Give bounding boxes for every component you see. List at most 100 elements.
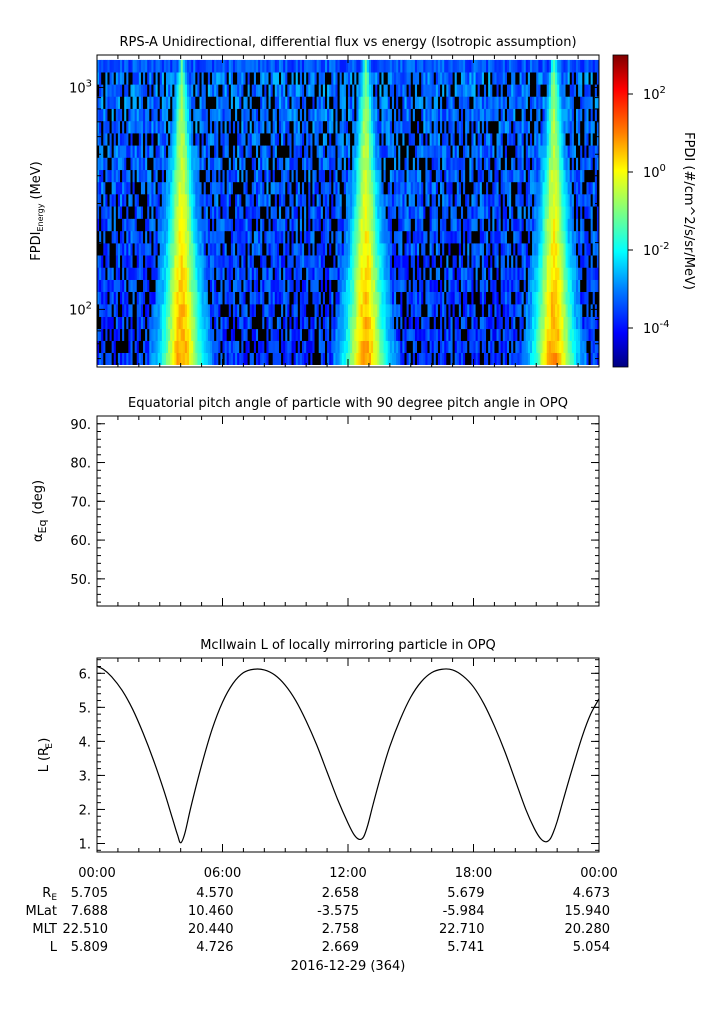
- heatmap-cell: [442, 169, 445, 183]
- heatmap-cell: [473, 218, 476, 232]
- heatmap-cell: [268, 193, 272, 207]
- heatmap-cell: [272, 291, 276, 305]
- heatmap-cell: [469, 218, 472, 232]
- heatmap-cell: [500, 193, 504, 207]
- heatmap-cell: [324, 303, 328, 317]
- heatmap-cell: [509, 218, 512, 232]
- heatmap-cell: [222, 133, 225, 146]
- heatmap-cell: [310, 255, 313, 268]
- heatmap-cell: [573, 340, 577, 353]
- heatmap-cell: [126, 133, 129, 146]
- heatmap-cell: [149, 181, 152, 195]
- heatmap-cell: [134, 157, 138, 171]
- heatmap-cell: [366, 291, 370, 305]
- heatmap-cell: [431, 303, 435, 317]
- heatmap-cell: [235, 133, 238, 146]
- heatmap-cell: [502, 255, 506, 268]
- heatmap-cell: [552, 303, 556, 317]
- heatmap-cell: [168, 316, 171, 330]
- heatmap-cell: [536, 255, 539, 268]
- heatmap-cell: [103, 218, 106, 232]
- heatmap-cell: [138, 206, 142, 219]
- heatmap-cell: [555, 352, 558, 365]
- heatmap-cell: [122, 108, 125, 122]
- heatmap-cell: [421, 279, 424, 292]
- heatmap-cell: [435, 108, 439, 122]
- heatmap-cell: [245, 230, 248, 244]
- heatmap-cell: [293, 169, 297, 183]
- heatmap-cell: [270, 181, 274, 195]
- heatmap-cell: [337, 193, 341, 207]
- heatmap-cell: [569, 157, 573, 171]
- heatmap-cell: [496, 133, 499, 146]
- heatmap-cell: [241, 120, 244, 134]
- heatmap-cell: [331, 133, 334, 146]
- heatmap-cell: [580, 218, 583, 232]
- heatmap-cell: [354, 169, 357, 183]
- heatmap-cell: [132, 279, 136, 292]
- heatmap-cell: [318, 218, 322, 232]
- heatmap-cell: [592, 193, 596, 207]
- heatmap-cell: [350, 303, 353, 317]
- heatmap-cell: [212, 108, 215, 122]
- heatmap-cell: [329, 218, 332, 232]
- heatmap-cell: [143, 108, 146, 122]
- heatmap-cell: [350, 193, 353, 207]
- heatmap-cell: [404, 145, 407, 158]
- heatmap-cell: [454, 291, 458, 305]
- heatmap-cell: [122, 120, 125, 134]
- heatmap-cell: [538, 291, 541, 305]
- heatmap-cell: [115, 120, 119, 134]
- heatmap-cell: [557, 230, 560, 244]
- heatmap-cell: [454, 267, 458, 280]
- heatmap-cell: [161, 255, 165, 268]
- heatmap-cell: [354, 218, 357, 232]
- heatmap-cell: [511, 193, 514, 207]
- heatmap-cell: [477, 230, 481, 244]
- heatmap-cell: [109, 255, 113, 268]
- heatmap-cell: [295, 255, 299, 268]
- heatmap-cell: [412, 157, 416, 171]
- heatmap-cell: [174, 169, 177, 183]
- heatmap-cell: [383, 316, 387, 330]
- heatmap-cell: [140, 352, 144, 365]
- heatmap-cell: [569, 242, 573, 256]
- heatmap-cell: [354, 157, 357, 171]
- heatmap-cell: [517, 255, 520, 268]
- heatmap-cell: [299, 316, 303, 330]
- heatmap-cell: [467, 120, 470, 134]
- heatmap-cell: [320, 279, 324, 292]
- heatmap-cell: [230, 303, 234, 317]
- heatmap-cell: [469, 181, 472, 195]
- heatmap-cell: [542, 279, 546, 292]
- heatmap-cell: [458, 169, 462, 183]
- heatmap-cell: [218, 328, 221, 341]
- heatmap-cell: [488, 218, 491, 232]
- heatmap-cell: [481, 291, 485, 305]
- heatmap-cell: [586, 352, 589, 365]
- heatmap-cell: [184, 193, 188, 207]
- heatmap-cell: [423, 133, 426, 146]
- heatmap-cell: [295, 279, 299, 292]
- heatmap-cell: [515, 255, 518, 268]
- heatmap-cell: [492, 303, 495, 317]
- heatmap-cell: [207, 145, 211, 158]
- heatmap-cell: [463, 230, 466, 244]
- heatmap-cell: [578, 303, 581, 317]
- heatmap-cell: [511, 218, 514, 232]
- heatmap-cell: [147, 352, 150, 365]
- heatmap-cell: [433, 169, 437, 183]
- heatmap-cell: [506, 328, 510, 341]
- heatmap-cell: [463, 157, 466, 171]
- heatmap-cell: [540, 328, 543, 341]
- heatmap-cell: [592, 316, 596, 330]
- heatmap-cell: [352, 120, 355, 134]
- heatmap-cell: [586, 255, 589, 268]
- heatmap-cell: [230, 218, 234, 232]
- heatmap-cell: [456, 169, 460, 183]
- heatmap-cell: [421, 206, 424, 219]
- heatmap-cell: [377, 169, 380, 183]
- heatmap-cell: [394, 133, 397, 146]
- heatmap-cell: [481, 218, 485, 232]
- heatmap-cell: [396, 145, 399, 158]
